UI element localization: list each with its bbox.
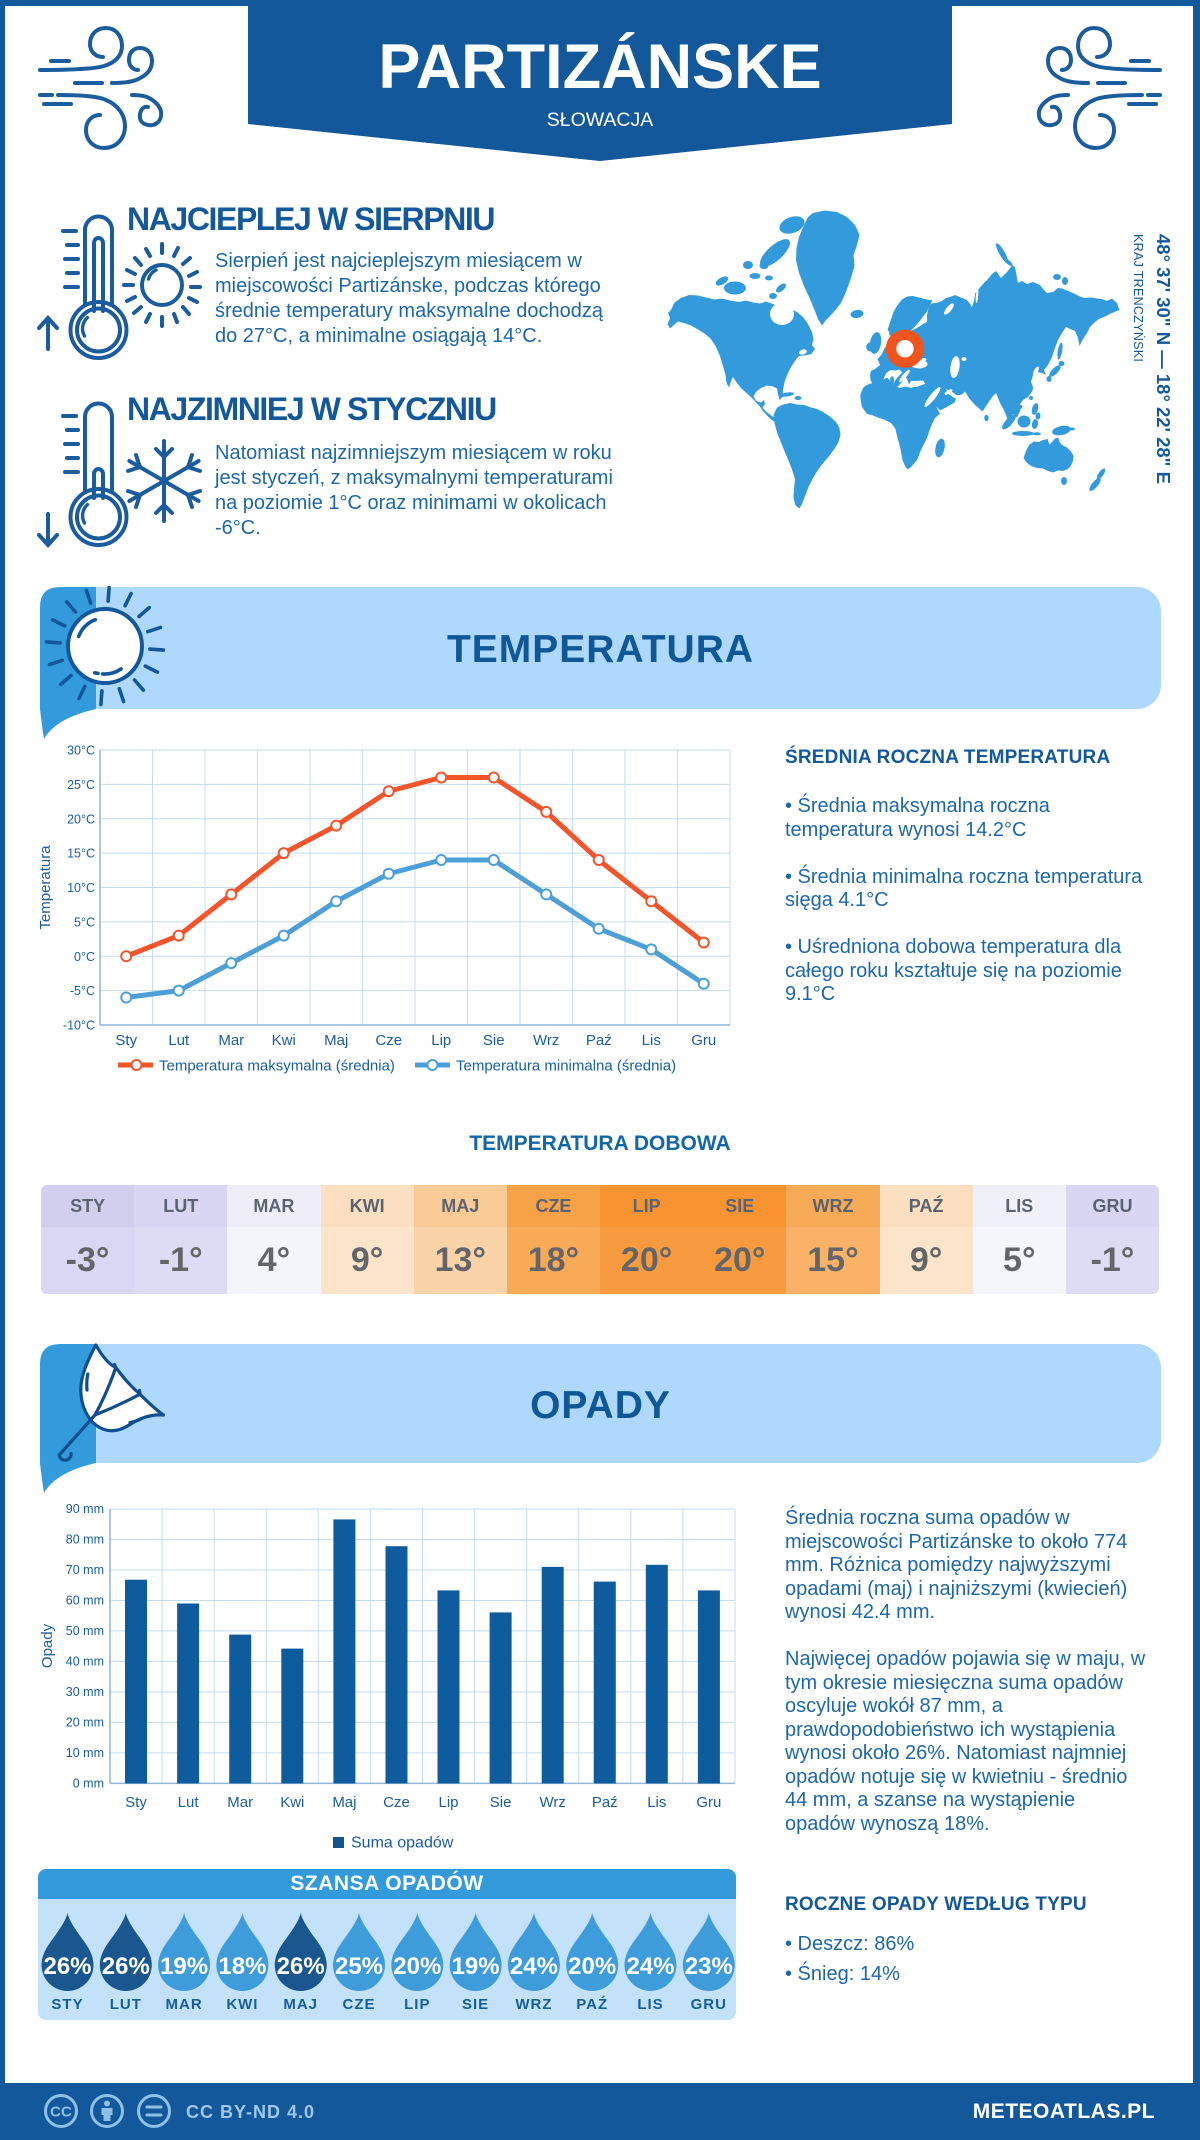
svg-text:Maj: Maj bbox=[324, 1032, 348, 1049]
svg-text:Lip: Lip bbox=[438, 1794, 458, 1811]
svg-text:30°C: 30°C bbox=[67, 744, 95, 758]
svg-text:26%: 26% bbox=[43, 1953, 91, 1980]
svg-text:25°C: 25°C bbox=[67, 778, 95, 792]
svg-text:-5°C: -5°C bbox=[70, 984, 95, 998]
svg-text:80 mm: 80 mm bbox=[66, 1533, 104, 1547]
svg-text:SIE: SIE bbox=[462, 1996, 489, 2013]
svg-text:Mar: Mar bbox=[218, 1032, 244, 1049]
svg-text:LIS: LIS bbox=[637, 1996, 663, 2013]
svg-text:20°C: 20°C bbox=[67, 812, 95, 826]
svg-text:-10°C: -10°C bbox=[63, 1019, 95, 1033]
svg-text:Wrz: Wrz bbox=[533, 1032, 559, 1049]
svg-text:5°C: 5°C bbox=[74, 915, 95, 929]
svg-text:KWI: KWI bbox=[226, 1996, 258, 2013]
svg-text:Lis: Lis bbox=[647, 1794, 666, 1811]
svg-text:CC: CC bbox=[50, 2104, 72, 2121]
svg-text:CZE: CZE bbox=[343, 1996, 376, 2013]
svg-text:Lip: Lip bbox=[431, 1032, 451, 1049]
svg-text:Maj: Maj bbox=[332, 1794, 356, 1811]
svg-text:20 mm: 20 mm bbox=[66, 1715, 104, 1729]
svg-text:20%: 20% bbox=[568, 1953, 616, 1980]
svg-text:Temperatura maksymalna (średni: Temperatura maksymalna (średnia) bbox=[159, 1058, 395, 1075]
svg-text:60 mm: 60 mm bbox=[66, 1594, 104, 1608]
svg-text:Gru: Gru bbox=[691, 1032, 716, 1049]
svg-text:Suma opadów: Suma opadów bbox=[351, 1835, 454, 1852]
svg-text:70 mm: 70 mm bbox=[66, 1563, 104, 1577]
svg-text:Cze: Cze bbox=[383, 1794, 410, 1811]
svg-text:40 mm: 40 mm bbox=[66, 1654, 104, 1668]
svg-text:0 mm: 0 mm bbox=[73, 1776, 104, 1790]
svg-text:24%: 24% bbox=[510, 1953, 558, 1980]
svg-text:19%: 19% bbox=[160, 1953, 208, 1980]
svg-text:20%: 20% bbox=[393, 1953, 441, 1980]
svg-text:MAJ: MAJ bbox=[283, 1996, 318, 2013]
svg-text:Temperatura: Temperatura bbox=[38, 845, 54, 930]
svg-text:15°C: 15°C bbox=[67, 847, 95, 861]
svg-text:Lis: Lis bbox=[642, 1032, 661, 1049]
svg-text:Lut: Lut bbox=[168, 1032, 190, 1049]
svg-text:26%: 26% bbox=[102, 1953, 150, 1980]
svg-text:LIP: LIP bbox=[404, 1996, 430, 2013]
svg-text:Opady: Opady bbox=[39, 1623, 56, 1668]
svg-text:Sie: Sie bbox=[490, 1794, 512, 1811]
svg-text:18%: 18% bbox=[218, 1953, 266, 1980]
svg-text:90 mm: 90 mm bbox=[66, 1502, 104, 1516]
svg-text:Sty: Sty bbox=[125, 1794, 147, 1811]
svg-text:Sty: Sty bbox=[115, 1032, 137, 1049]
svg-text:STY: STY bbox=[51, 1996, 83, 2013]
svg-text:Sie: Sie bbox=[483, 1032, 505, 1049]
svg-text:Paź: Paź bbox=[592, 1794, 618, 1811]
svg-text:Kwi: Kwi bbox=[272, 1032, 296, 1049]
svg-text:10 mm: 10 mm bbox=[66, 1746, 104, 1760]
svg-text:Wrz: Wrz bbox=[540, 1794, 566, 1811]
svg-text:24%: 24% bbox=[626, 1953, 674, 1980]
svg-text:0°C: 0°C bbox=[74, 950, 95, 964]
svg-text:Gru: Gru bbox=[696, 1794, 721, 1811]
svg-text:Mar: Mar bbox=[227, 1794, 253, 1811]
svg-text:26%: 26% bbox=[277, 1953, 325, 1980]
svg-text:50 mm: 50 mm bbox=[66, 1624, 104, 1638]
svg-text:Cze: Cze bbox=[375, 1032, 402, 1049]
svg-text:19%: 19% bbox=[452, 1953, 500, 1980]
svg-text:PAŹ: PAŹ bbox=[576, 1996, 608, 2013]
svg-text:Paź: Paź bbox=[586, 1032, 612, 1049]
svg-text:23%: 23% bbox=[685, 1953, 733, 1980]
svg-text:GRU: GRU bbox=[691, 1996, 727, 2013]
svg-text:WRZ: WRZ bbox=[515, 1996, 552, 2013]
svg-text:25%: 25% bbox=[335, 1953, 383, 1980]
svg-text:Kwi: Kwi bbox=[280, 1794, 304, 1811]
svg-text:Temperatura minimalna (średnia: Temperatura minimalna (średnia) bbox=[456, 1058, 676, 1075]
svg-text:LUT: LUT bbox=[110, 1996, 142, 2013]
svg-text:30 mm: 30 mm bbox=[66, 1685, 104, 1699]
svg-text:Lut: Lut bbox=[178, 1794, 200, 1811]
svg-text:MAR: MAR bbox=[166, 1996, 203, 2013]
svg-text:10°C: 10°C bbox=[67, 881, 95, 895]
